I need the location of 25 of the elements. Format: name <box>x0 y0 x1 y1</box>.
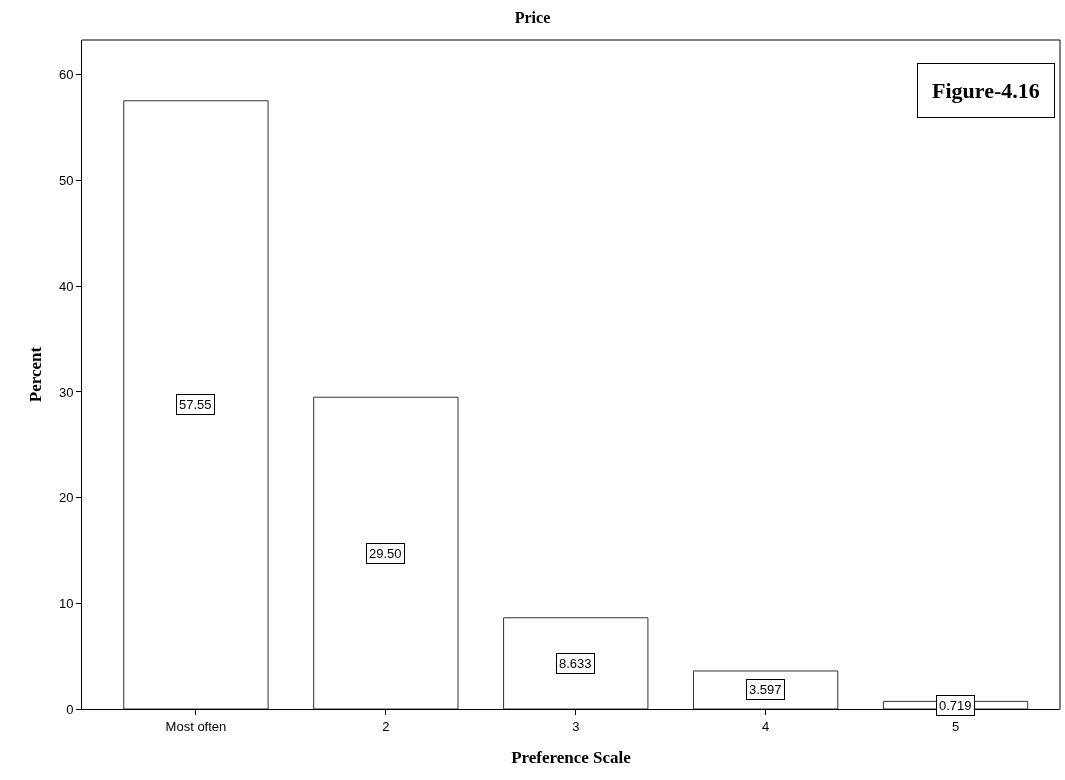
x-tick-label: 3 <box>572 718 580 734</box>
chart-title: Price <box>514 8 551 26</box>
data-label: 29.50 <box>369 546 402 561</box>
data-label: 8.633 <box>559 656 592 671</box>
data-label: 3.597 <box>749 682 782 697</box>
y-tick-label: 60 <box>58 67 74 83</box>
y-axis-title: Percent <box>26 346 46 403</box>
y-tick-label: 30 <box>58 384 74 400</box>
y-tick-label: 40 <box>58 278 74 294</box>
bar <box>692 670 839 709</box>
bar <box>123 100 269 709</box>
y-tick-label: 50 <box>58 173 74 189</box>
x-axis-title: Preference Scale <box>511 748 632 767</box>
data-label: 57.55 <box>179 397 212 412</box>
x-tick-label: 5 <box>951 718 960 734</box>
y-tick-label: 10 <box>58 595 74 611</box>
annotation: Figure-4.16 <box>932 78 1040 103</box>
y-tick-label: 20 <box>58 490 74 506</box>
x-tick-label: Most often <box>165 718 227 734</box>
x-tick-label: 2 <box>382 718 390 734</box>
bar <box>313 396 459 709</box>
data-label: 0.719 <box>939 698 972 713</box>
y-tick-label: 0 <box>66 701 74 717</box>
x-tick-label: 4 <box>762 718 770 734</box>
bar <box>503 617 649 709</box>
